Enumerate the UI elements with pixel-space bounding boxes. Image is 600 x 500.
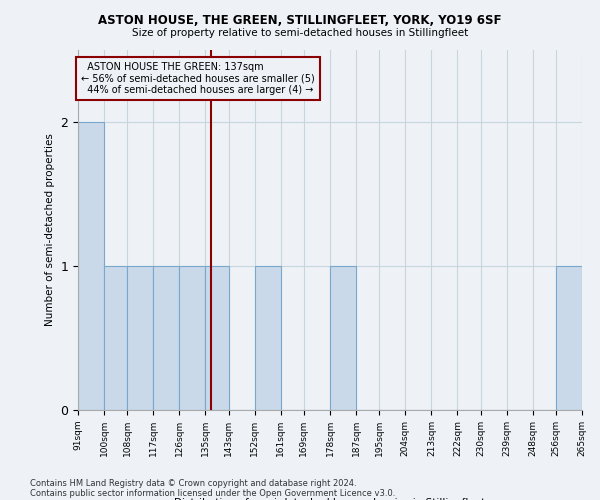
Bar [154, 266, 179, 410]
Text: ASTON HOUSE, THE GREEN, STILLINGFLEET, YORK, YO19 6SF: ASTON HOUSE, THE GREEN, STILLINGFLEET, Y… [98, 14, 502, 27]
Bar [556, 266, 582, 410]
Bar [330, 266, 356, 410]
Bar [78, 122, 104, 410]
Text: Contains public sector information licensed under the Open Government Licence v3: Contains public sector information licen… [30, 488, 395, 498]
Bar [127, 266, 154, 410]
Bar [104, 266, 127, 410]
Y-axis label: Number of semi-detached properties: Number of semi-detached properties [45, 134, 55, 326]
Bar [254, 266, 281, 410]
X-axis label: Distribution of semi-detached houses by size in Stillingfleet: Distribution of semi-detached houses by … [175, 498, 485, 500]
Text: ASTON HOUSE THE GREEN: 137sqm
← 56% of semi-detached houses are smaller (5)
  44: ASTON HOUSE THE GREEN: 137sqm ← 56% of s… [81, 62, 314, 94]
Text: Contains HM Land Registry data © Crown copyright and database right 2024.: Contains HM Land Registry data © Crown c… [30, 478, 356, 488]
Bar [205, 266, 229, 410]
Bar [179, 266, 205, 410]
Text: Size of property relative to semi-detached houses in Stillingfleet: Size of property relative to semi-detach… [132, 28, 468, 38]
